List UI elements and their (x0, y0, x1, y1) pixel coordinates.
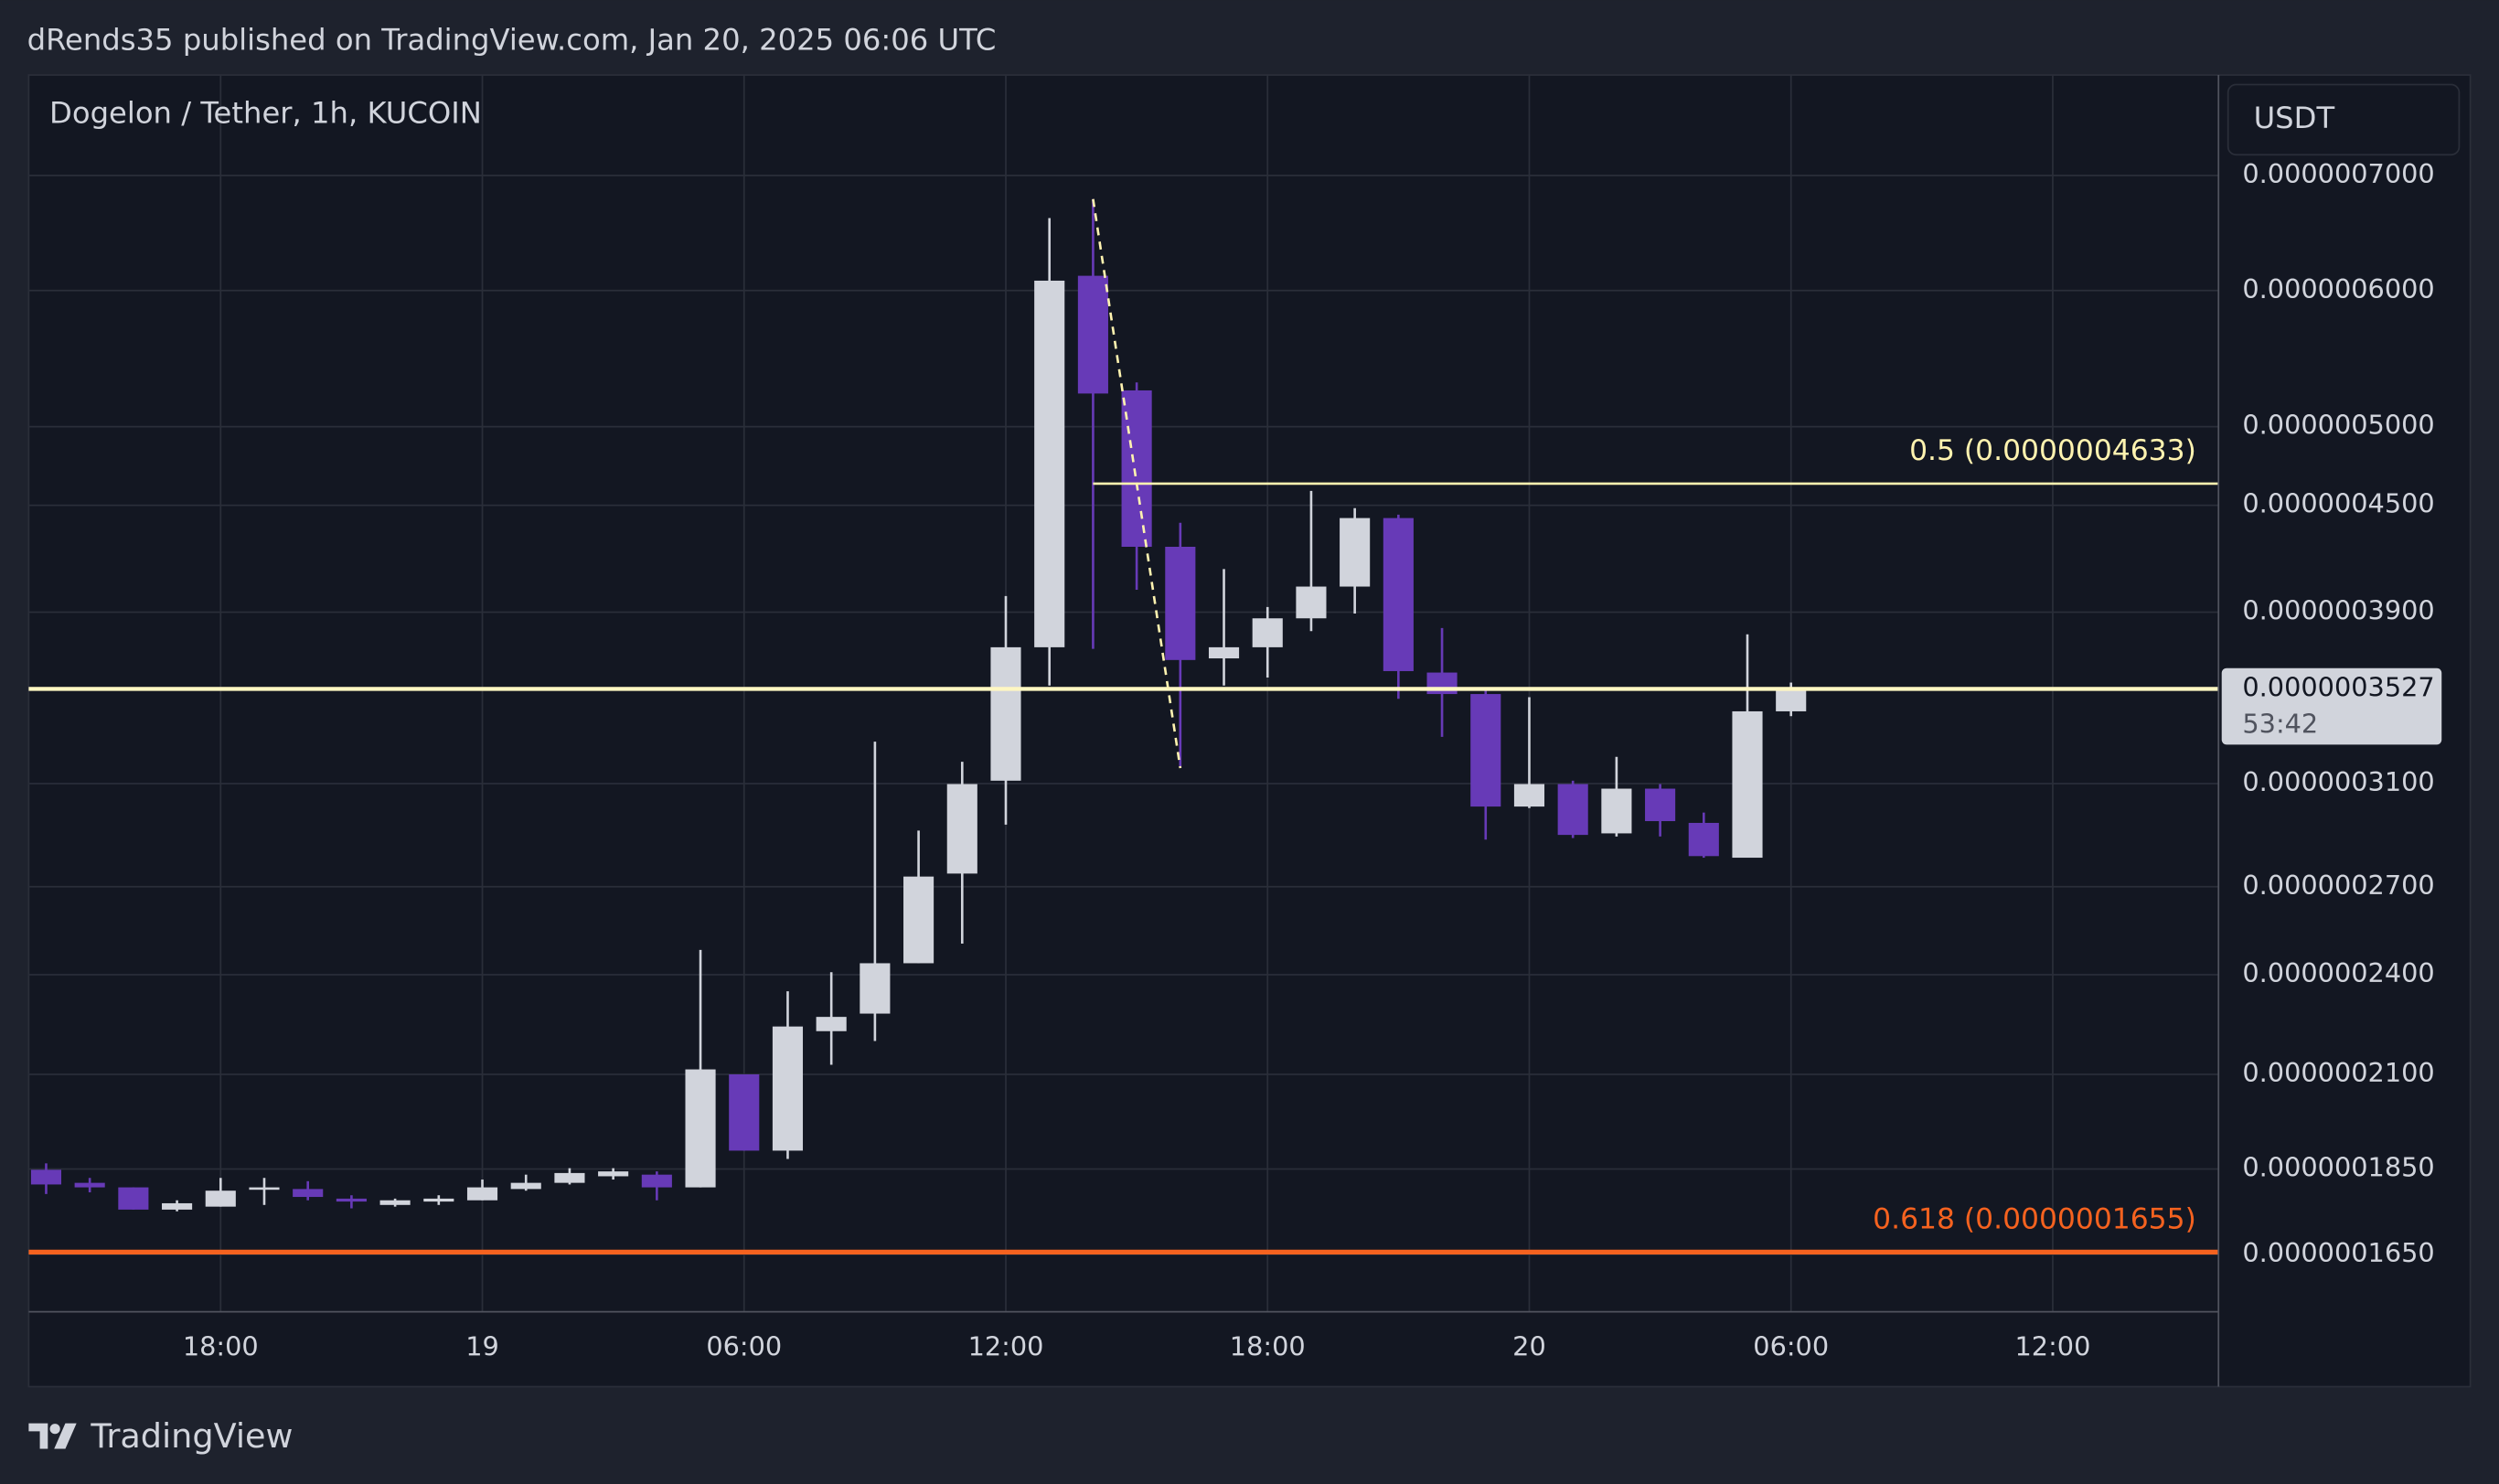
candle-body (1165, 547, 1196, 660)
candle-body (554, 1172, 585, 1183)
y-tick-label: 0.0000001650 (2242, 1237, 2434, 1268)
x-tick-label: 18:00 (183, 1331, 259, 1362)
candle-body (1034, 280, 1065, 647)
candle-body (510, 1182, 541, 1190)
candle-body (74, 1182, 105, 1188)
candle-body (903, 876, 934, 964)
candle-body (1645, 788, 1676, 822)
fib-label: 0.618 (0.0000001655) (1873, 1203, 2196, 1236)
currency-label[interactable]: USDT (2254, 101, 2335, 135)
candle-body (1732, 710, 1763, 859)
candle-body (1252, 618, 1283, 647)
candle-body (1296, 586, 1327, 619)
y-tick-label: 0.0000002400 (2242, 957, 2434, 988)
candle-body (729, 1073, 760, 1151)
y-tick-label: 0.0000007000 (2242, 158, 2434, 189)
x-tick-label: 12:00 (2015, 1331, 2091, 1362)
candle-body (30, 1169, 62, 1185)
candle-body (379, 1200, 411, 1205)
logo-mark (54, 1423, 77, 1449)
fib-label: 0.5 (0.0000004633) (1909, 434, 2196, 467)
x-tick-label: 06:00 (1753, 1331, 1829, 1362)
candle-body (1688, 822, 1719, 857)
axes: 0.0000007000 0.0000006000 0.0000005000 0.00… (183, 158, 2442, 1362)
last-price-box (2221, 667, 2442, 745)
candle-body (1513, 784, 1545, 807)
y-tick-label: 0.0000003100 (2242, 766, 2434, 797)
candle-body (336, 1198, 367, 1202)
y-tick-label: 0.0000004500 (2242, 488, 2434, 519)
candle-body (816, 1017, 847, 1031)
candle-body (1557, 784, 1588, 836)
x-tick-label: 19 (465, 1331, 499, 1362)
candle-body (1383, 518, 1414, 671)
candle-body (1077, 275, 1108, 394)
candle-body (205, 1190, 236, 1207)
candle-body (1340, 518, 1371, 587)
candle-body (990, 646, 1021, 781)
countdown: 53:42 (2242, 708, 2318, 739)
footer-brand: TradingView (90, 1416, 293, 1456)
candle-body (1776, 687, 1807, 711)
candle-body (293, 1189, 324, 1198)
x-tick-label: 06:00 (706, 1331, 782, 1362)
header: dRends35 published on TradingView.com, J… (27, 22, 997, 57)
y-tick-label: 0.0000001850 (2242, 1151, 2434, 1182)
candle-body (423, 1198, 454, 1202)
logo-mark (28, 1423, 48, 1449)
candle-body (860, 963, 891, 1014)
y-tick-label: 0.0000006000 (2242, 273, 2434, 304)
candle-body (1470, 694, 1501, 807)
x-tick-label: 12:00 (968, 1331, 1044, 1362)
candle-body (249, 1187, 280, 1190)
y-tick-label: 0.0000002700 (2242, 870, 2434, 901)
currency-button[interactable] (2227, 83, 2461, 156)
candle-body (598, 1171, 629, 1177)
x-tick-label: 18:00 (1230, 1331, 1306, 1362)
symbol-title: Dogelon / Tether, 1h, KUCOIN (49, 96, 482, 131)
candle-body (685, 1069, 716, 1188)
y-tick-label: 0.0000002100 (2242, 1057, 2434, 1088)
candle-body (946, 784, 977, 874)
y-tick-label: 0.0000003900 (2242, 595, 2434, 626)
candle-body (118, 1187, 149, 1210)
candle-body (1208, 646, 1240, 659)
candle-body (1601, 788, 1632, 834)
chart-pane (27, 74, 2472, 1388)
tradingview-logo (28, 1423, 77, 1449)
logo-mark (49, 1424, 60, 1435)
x-tick-label: 20 (1512, 1331, 1546, 1362)
candle-body (162, 1202, 193, 1210)
candle-body (641, 1174, 672, 1188)
plot: 0.5 (0.0000004633) 0.618 (0.0000001655) (28, 198, 2219, 1255)
y-tick-label: 0.0000005000 (2242, 410, 2434, 441)
candle-body (772, 1026, 804, 1151)
last-price-label: 0.0000003527 (2242, 671, 2434, 702)
candle-body (466, 1187, 498, 1201)
